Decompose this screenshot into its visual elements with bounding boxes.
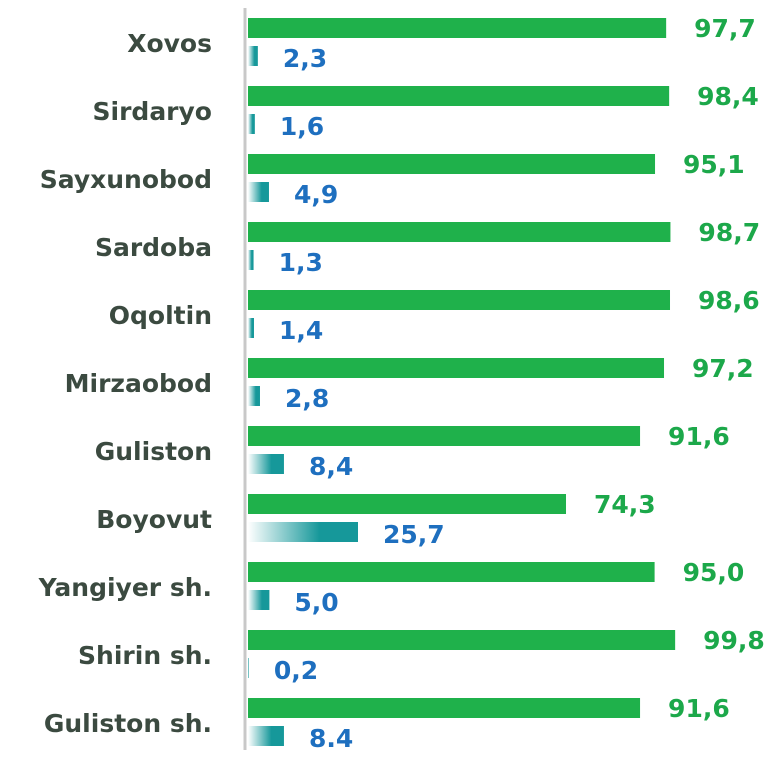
value-label: 97,7	[694, 14, 756, 43]
bar	[248, 222, 671, 242]
value-label: 98,7	[698, 218, 760, 247]
value-label: 95,0	[683, 558, 745, 587]
bar	[248, 114, 255, 134]
category-label: Yangiyer sh.	[38, 573, 212, 602]
value-label: 91,6	[668, 422, 730, 451]
bar	[248, 182, 269, 202]
value-label: 95,1	[683, 150, 745, 179]
bar	[248, 590, 270, 610]
bar	[248, 18, 667, 38]
value-label: 2,3	[283, 44, 327, 73]
bar	[248, 386, 260, 406]
bar	[248, 154, 656, 174]
category-label: Shirin sh.	[78, 641, 212, 670]
bar	[248, 46, 258, 66]
value-label: 0,2	[274, 656, 318, 685]
value-label: 4,9	[294, 180, 338, 209]
value-label: 97,2	[692, 354, 754, 383]
value-label: 1,6	[280, 112, 324, 141]
value-label: 2,8	[285, 384, 329, 413]
category-label: Mirzaobod	[65, 369, 212, 398]
bar	[248, 658, 249, 678]
bar	[248, 698, 641, 718]
bar	[248, 494, 567, 514]
bar	[248, 454, 284, 474]
value-label: 98,6	[698, 286, 760, 315]
category-label: Guliston	[95, 437, 212, 466]
bar	[248, 562, 655, 582]
value-label: 25,7	[383, 520, 445, 549]
value-label: 8,4	[309, 452, 353, 481]
bar	[248, 358, 665, 378]
category-label: Sirdaryo	[93, 97, 212, 126]
value-label: 74,3	[594, 490, 656, 519]
category-label: Boyovut	[96, 505, 212, 534]
category-label: Sardoba	[95, 233, 212, 262]
bar	[248, 630, 676, 650]
bar	[248, 522, 358, 542]
bar	[248, 726, 284, 746]
category-label: Sayxunobod	[40, 165, 212, 194]
bar	[248, 86, 670, 106]
value-label: 99,8	[703, 626, 765, 655]
value-label: 1,3	[279, 248, 323, 277]
bar	[248, 318, 254, 338]
bar	[248, 426, 641, 446]
bar	[248, 290, 671, 310]
category-label: Oqoltin	[109, 301, 212, 330]
value-label: 1,4	[279, 316, 323, 345]
category-label: Xovos	[127, 29, 212, 58]
bar	[248, 250, 254, 270]
value-label: 98,4	[697, 82, 759, 111]
value-label: 5,0	[294, 588, 338, 617]
category-label: Guliston sh.	[44, 709, 212, 738]
value-label: 8.4	[309, 724, 353, 753]
value-label: 91,6	[668, 694, 730, 723]
